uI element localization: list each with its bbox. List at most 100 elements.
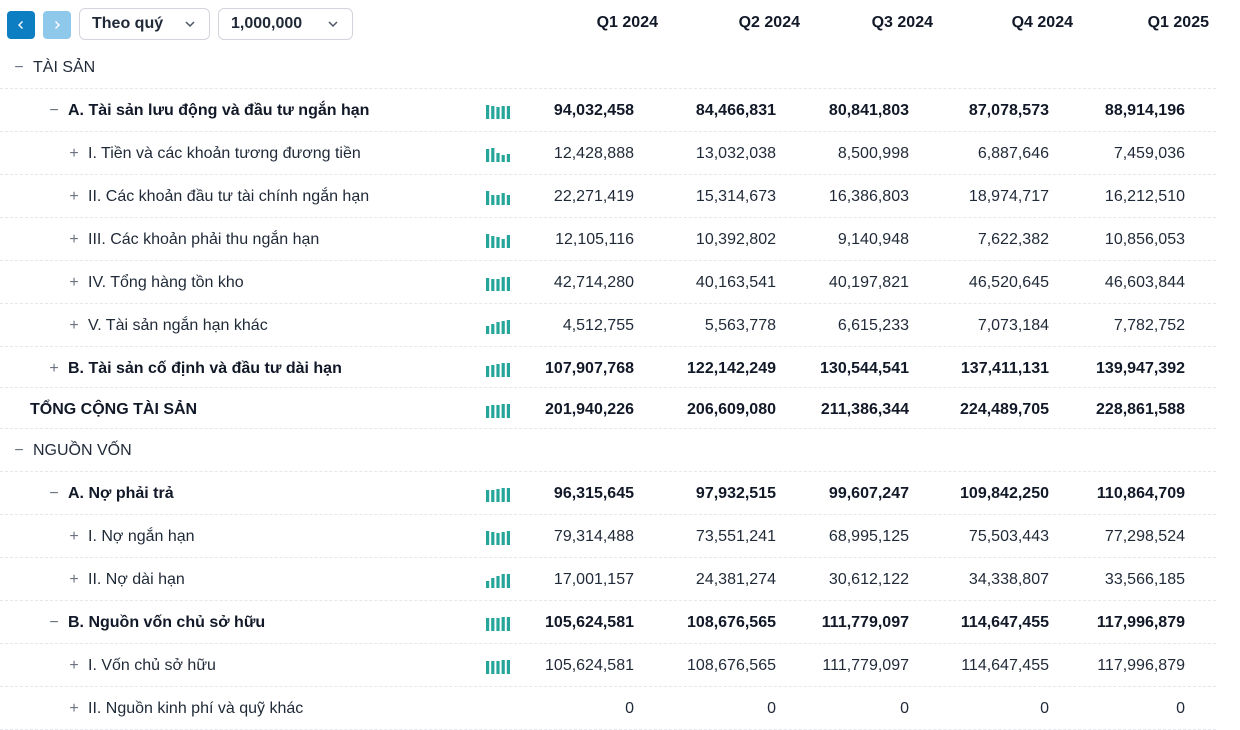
cell-q4-2024: 75,503,443 (968, 528, 1049, 545)
sparkline-bar (491, 365, 495, 377)
sparkline-bar (496, 153, 500, 162)
expand-toggle[interactable]: + (49, 360, 59, 377)
sparkline-bar (501, 239, 505, 248)
expand-toggle[interactable]: + (69, 571, 79, 588)
cell-q1-2025: 33,566,185 (1104, 571, 1185, 588)
table-row: − NGUỒN VỐN (0, 429, 1216, 472)
cell-q1-2025: 16,212,510 (1104, 188, 1185, 205)
sparkline-bar (506, 488, 510, 502)
cell-q2-2024: 108,676,565 (687, 614, 776, 631)
cell-q3-2024: 6,615,233 (837, 317, 909, 334)
table-row: + IV. Tổng hàng tồn kho 42,714,280 40,163,5… (0, 261, 1216, 304)
cell-q1-2025: 228,861,588 (1096, 401, 1185, 418)
expand-toggle[interactable]: + (69, 700, 79, 717)
collapse-toggle[interactable]: − (14, 442, 24, 459)
next-period-button[interactable] (43, 11, 71, 39)
expand-toggle[interactable]: + (69, 145, 79, 162)
sparkline-bar (486, 531, 490, 545)
sparkline-bar (501, 404, 505, 418)
collapse-toggle[interactable]: − (14, 59, 24, 76)
cell-q2-2024: 10,392,802 (695, 231, 776, 248)
sparkline-bar (496, 322, 500, 334)
table-row: + I. Nợ ngắn hạn 79,314,488 73,551,241 68,99… (0, 515, 1216, 558)
cell-q2-2024: 40,163,541 (695, 274, 776, 291)
cell-q1-2024: 105,624,581 (545, 614, 634, 631)
sparkline-bar (491, 195, 495, 205)
row-label: I. Vốn chủ sở hữu (88, 657, 216, 674)
collapse-toggle[interactable]: − (49, 485, 59, 502)
expand-toggle[interactable]: + (69, 528, 79, 545)
row-label: A. Nợ phải trả (68, 485, 174, 502)
cell-q2-2024: 84,466,831 (695, 102, 776, 119)
sparkline-bar (506, 195, 510, 205)
row-label: I. Tiền và các khoản tương đương tiền (88, 145, 361, 162)
collapse-toggle[interactable]: − (49, 614, 59, 631)
unit-select[interactable]: 1,000,000 (218, 8, 353, 40)
cell-q2-2024: 15,314,673 (695, 188, 776, 205)
expand-toggle[interactable]: + (69, 657, 79, 674)
period-select-value: Theo quý (92, 15, 164, 32)
expand-toggle[interactable]: + (69, 274, 79, 291)
sparkline-bar (486, 366, 490, 377)
column-header-q4-2024: Q4 2024 (1011, 14, 1073, 31)
trend-sparkline-icon[interactable] (486, 318, 512, 334)
sparkline-bar (501, 193, 505, 205)
cell-q1-2025: 0 (1176, 700, 1185, 717)
row-label: II. Nguồn kinh phí và quỹ khác (88, 700, 304, 717)
trend-sparkline-icon[interactable] (486, 103, 512, 119)
cell-q1-2025: 110,864,709 (1096, 485, 1185, 502)
cell-q1-2024: 105,624,581 (545, 657, 634, 674)
trend-sparkline-icon[interactable] (486, 361, 512, 377)
cell-q1-2024: 79,314,488 (553, 528, 634, 545)
cell-q2-2024: 24,381,274 (695, 571, 776, 588)
row-label: B. Tài sản cố định và đầu tư dài hạn (68, 360, 342, 377)
cell-q1-2024: 12,105,116 (555, 231, 634, 248)
trend-sparkline-icon[interactable] (486, 615, 512, 631)
trend-sparkline-icon[interactable] (486, 189, 512, 205)
cell-q4-2024: 109,842,250 (960, 485, 1049, 502)
cell-q4-2024: 7,073,184 (977, 317, 1049, 334)
expand-toggle[interactable]: + (69, 188, 79, 205)
sparkline-bar (506, 106, 510, 119)
sparkline-bar (501, 155, 505, 162)
trend-sparkline-icon[interactable] (486, 658, 512, 674)
trend-sparkline-icon[interactable] (486, 486, 512, 502)
sparkline-bar (501, 660, 505, 674)
cell-q1-2025: 7,459,036 (1113, 145, 1185, 162)
sparkline-bar (501, 321, 505, 334)
period-select[interactable]: Theo quý (79, 8, 210, 40)
cell-q3-2024: 111,779,097 (821, 614, 909, 631)
trend-sparkline-icon[interactable] (486, 232, 512, 248)
expand-toggle[interactable]: + (69, 231, 79, 248)
cell-q4-2024: 137,411,131 (960, 360, 1049, 377)
toolbar: Theo quý 1,000,000 Q1 2024 Q2 2024 Q3 20… (0, 0, 1240, 50)
row-label: IV. Tổng hàng tồn kho (88, 274, 244, 291)
trend-sparkline-icon[interactable] (486, 529, 512, 545)
cell-q1-2024: 22,271,419 (553, 188, 634, 205)
sparkline-bar (506, 154, 510, 162)
sparkline-bar (486, 191, 490, 205)
row-label: B. Nguồn vốn chủ sở hữu (68, 614, 266, 631)
trend-sparkline-icon[interactable] (486, 146, 512, 162)
cell-q2-2024: 0 (767, 700, 776, 717)
trend-sparkline-icon[interactable] (486, 402, 512, 418)
cell-q3-2024: 130,544,541 (820, 360, 909, 377)
sparkline-bar (496, 661, 500, 674)
table-row: + B. Tài sản cố định và đầu tư dài hạn 107… (0, 347, 1216, 388)
sparkline-bar (491, 106, 495, 119)
row-label: TỔNG CỘNG TÀI SẢN (30, 401, 198, 418)
sparkline-bar (491, 148, 495, 162)
cell-q4-2024: 46,520,645 (968, 274, 1049, 291)
column-header-q2-2024: Q2 2024 (738, 14, 800, 31)
cell-q3-2024: 99,607,247 (828, 485, 909, 502)
collapse-toggle[interactable]: − (49, 102, 59, 119)
cell-q3-2024: 68,995,125 (828, 528, 909, 545)
sparkline-bar (506, 660, 510, 674)
prev-period-button[interactable] (7, 11, 35, 39)
expand-toggle[interactable]: + (69, 317, 79, 334)
cell-q4-2024: 0 (1040, 700, 1049, 717)
trend-sparkline-icon[interactable] (486, 572, 512, 588)
trend-sparkline-icon[interactable] (486, 275, 512, 291)
sparkline-bar (491, 236, 495, 248)
table-row: + II. Nợ dài hạn 17,001,157 24,381,274 30,61… (0, 558, 1216, 601)
